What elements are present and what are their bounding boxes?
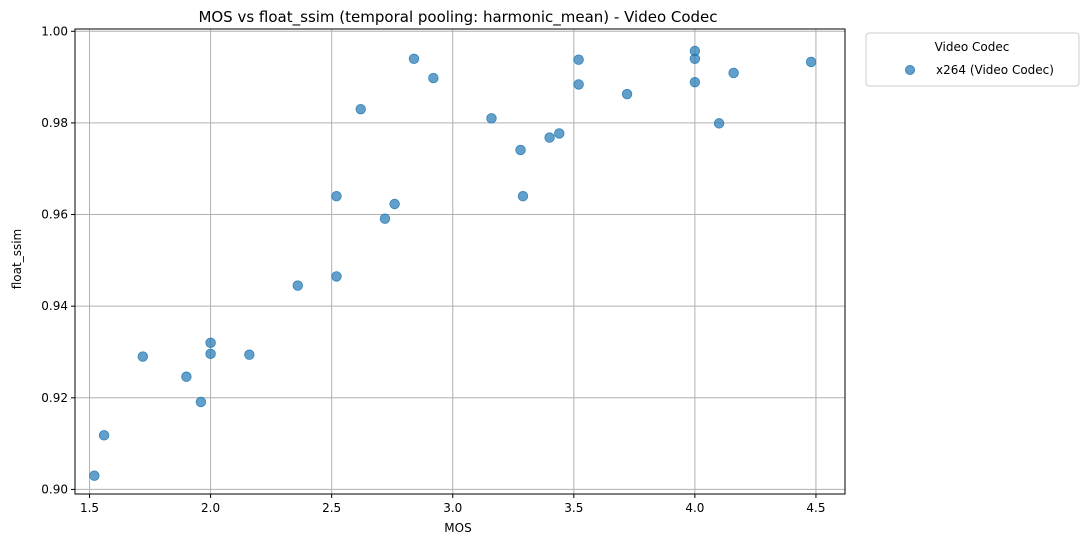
legend-title: Video Codec (935, 40, 1010, 54)
data-point (380, 214, 390, 224)
data-point (806, 57, 816, 67)
chart-title: MOS vs float_ssim (temporal pooling: har… (198, 8, 717, 27)
data-point (409, 54, 419, 64)
data-point (574, 80, 584, 90)
data-point (516, 145, 526, 155)
x-tick-label: 1.5 (80, 501, 99, 515)
y-axis-label: float_ssim (10, 229, 24, 290)
x-tick-label: 3.5 (564, 501, 583, 515)
x-axis-label: MOS (444, 521, 471, 535)
x-tick-label: 4.5 (806, 501, 825, 515)
y-tick-label: 0.90 (41, 482, 68, 496)
data-point (245, 350, 255, 360)
data-point (487, 114, 497, 124)
data-point (99, 431, 109, 441)
data-point (622, 89, 632, 99)
data-point (714, 119, 724, 129)
x-tick-label: 2.0 (201, 501, 220, 515)
plot-area (75, 29, 845, 494)
x-tick-label: 2.5 (322, 501, 341, 515)
data-point (545, 133, 555, 143)
data-point (690, 54, 700, 64)
x-tick-label: 4.0 (685, 501, 704, 515)
data-point (332, 191, 342, 201)
data-point (554, 129, 564, 139)
y-tick-label: 0.92 (41, 391, 68, 405)
data-point (574, 55, 584, 65)
x-tick-label: 3.0 (443, 501, 462, 515)
grid-lines (75, 29, 845, 494)
data-point (518, 191, 528, 201)
data-point (206, 349, 216, 359)
data-point (729, 68, 739, 78)
data-point (138, 352, 148, 362)
data-point (390, 199, 400, 209)
data-point (356, 104, 366, 114)
y-tick-label: 0.94 (41, 299, 68, 313)
y-axis: 0.90 0.92 0.94 0.96 0.98 1.00 (41, 24, 75, 496)
data-point (182, 372, 192, 382)
y-tick-label: 0.98 (41, 116, 68, 130)
data-point (332, 272, 342, 282)
y-tick-label: 0.96 (41, 208, 68, 222)
y-tick-label: 1.00 (41, 24, 68, 38)
data-point (293, 281, 303, 291)
data-point (429, 73, 439, 83)
data-point (206, 338, 216, 348)
legend-entry-x264: x264 (Video Codec) (936, 63, 1054, 77)
data-point (690, 77, 700, 87)
x-axis: 1.5 2.0 2.5 3.0 3.5 4.0 4.5 (80, 494, 826, 515)
data-point (196, 397, 206, 407)
legend-marker (906, 66, 915, 75)
legend: Video Codec x264 (Video Codec) (866, 33, 1079, 86)
data-point (90, 471, 100, 481)
